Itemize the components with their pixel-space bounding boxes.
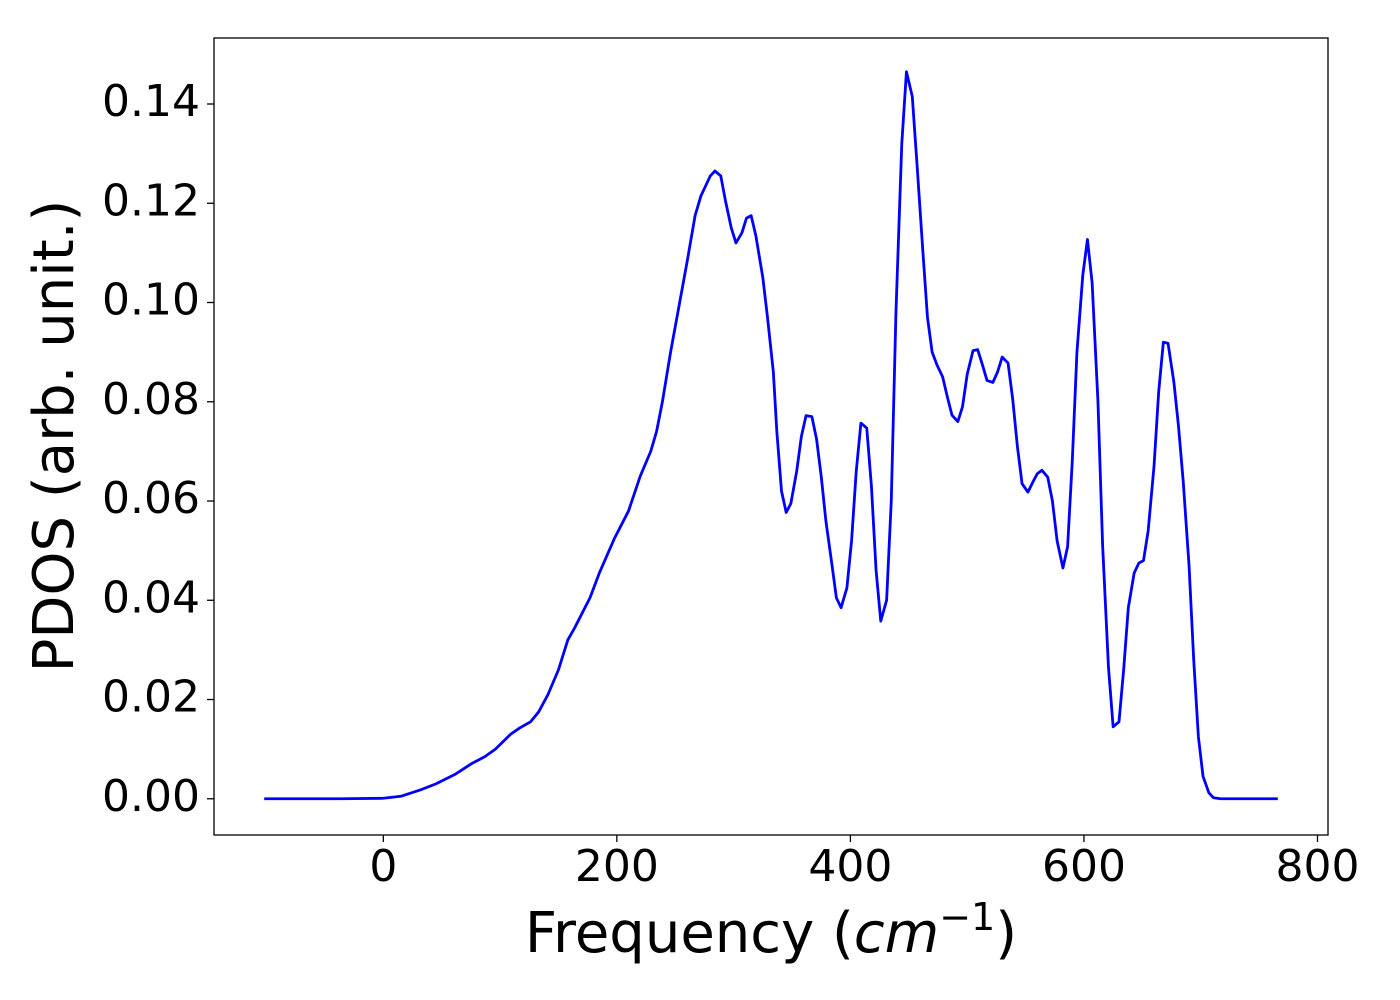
y-tick-label: 0.02 <box>102 672 200 723</box>
y-tick-label: 0.14 <box>102 76 200 127</box>
plot-frame <box>213 37 1329 836</box>
x-tick-label: 0 <box>369 841 397 892</box>
y-tick-label: 0.06 <box>102 473 200 524</box>
x-tick-label: 200 <box>575 841 659 892</box>
y-tick-label: 0.04 <box>102 572 200 623</box>
y-tick-label: 0.08 <box>102 374 200 425</box>
pdos-line <box>264 70 1278 801</box>
x-label-text: Frequency ( <box>525 901 854 966</box>
y-axis-label: PDOS (arb. unit.) <box>22 200 87 673</box>
y-tick-label: 0.12 <box>102 175 200 226</box>
x-axis-label: Frequency (cm−1) <box>525 895 1017 966</box>
y-tick-label: 0.00 <box>102 771 200 822</box>
x-label-math: cm <box>854 901 939 966</box>
x-label-text: ) <box>995 901 1017 966</box>
x-tick-label: 800 <box>1275 841 1359 892</box>
x-tick-label: 600 <box>1042 841 1126 892</box>
y-tick-label: 0.10 <box>102 275 200 326</box>
x-tick-label: 400 <box>808 841 892 892</box>
x-label-sup: −1 <box>939 895 995 939</box>
